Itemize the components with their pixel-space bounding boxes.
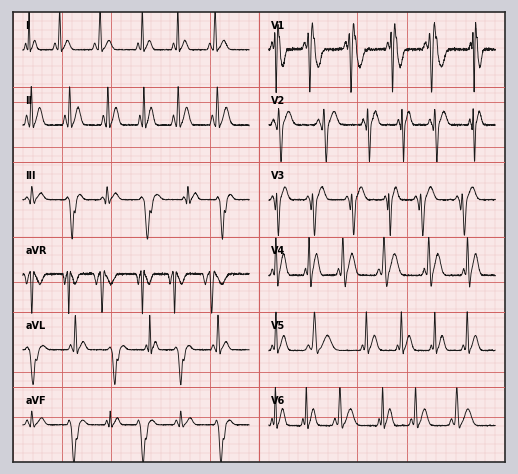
- Text: aVR: aVR: [25, 246, 47, 256]
- Text: V2: V2: [271, 96, 285, 106]
- Text: I: I: [25, 21, 29, 31]
- Text: II: II: [25, 96, 32, 106]
- Text: V6: V6: [271, 396, 285, 406]
- Text: aVL: aVL: [25, 321, 46, 331]
- Text: aVF: aVF: [25, 396, 46, 406]
- Text: III: III: [25, 171, 36, 181]
- Text: V5: V5: [271, 321, 285, 331]
- Text: V4: V4: [271, 246, 285, 256]
- Text: V3: V3: [271, 171, 285, 181]
- Text: V1: V1: [271, 21, 285, 31]
